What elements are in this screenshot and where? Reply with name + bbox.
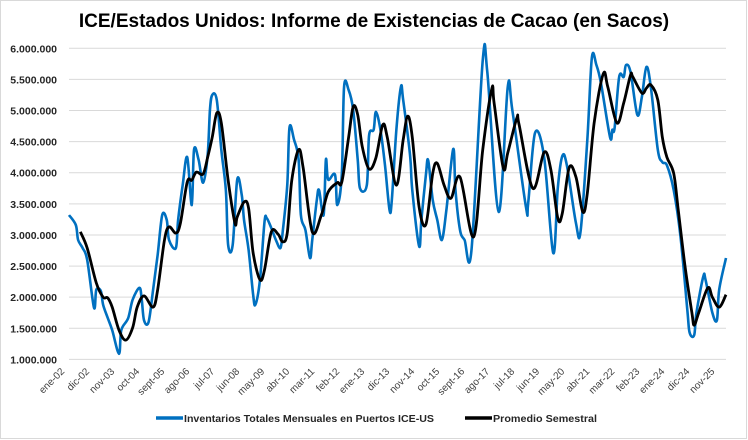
legend-label-inventarios: Inventarios Totales Mensuales en Puertos… [184, 413, 434, 425]
chart-title: ICE/Estados Unidos: Informe de Existenci… [79, 11, 669, 32]
y-tick-label: 5.500.000 [10, 74, 57, 86]
y-axis: 1.000.000 1.500.000 2.000.000 2.500.000 3.00… [10, 43, 57, 366]
legend: Inventarios Totales Mensuales en Puertos… [156, 413, 597, 425]
y-tick-label: 4.000.000 [10, 168, 57, 180]
y-tick-label: 1.500.000 [10, 323, 57, 335]
y-tick-label: 5.000.000 [10, 106, 57, 118]
y-tick-label: 2.500.000 [10, 261, 57, 273]
plot-area [67, 42, 728, 356]
series-line-inventarios [67, 42, 728, 356]
y-tick-label: 4.500.000 [10, 137, 57, 149]
y-tick-label: 2.000.000 [10, 292, 57, 304]
y-tick-label: 3.000.000 [10, 230, 57, 242]
y-tick-label: 6.000.000 [10, 43, 57, 55]
legend-label-promedio: Promedio Semestral [493, 413, 597, 425]
y-tick-label: 3.500.000 [10, 199, 57, 211]
y-tick-label: 1.000.000 [10, 354, 57, 366]
series-line-promedio [79, 70, 728, 342]
